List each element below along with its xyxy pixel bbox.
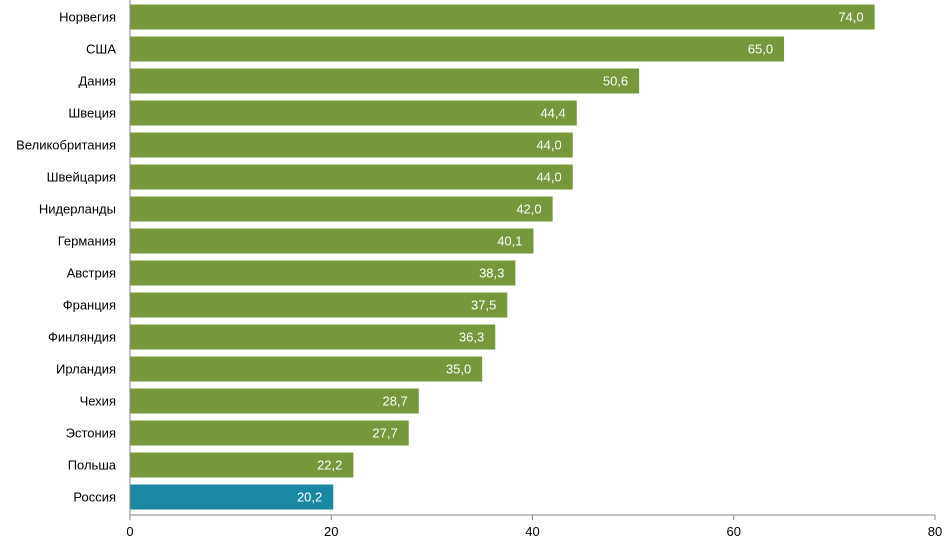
bar [130,196,553,222]
bar [130,484,334,510]
category-label: США [86,42,116,57]
data-label: 36,3 [459,330,484,345]
category-label: Финляндия [48,330,116,345]
data-label: 44,0 [536,170,561,185]
bar [130,100,577,126]
data-label: 74,0 [838,10,863,25]
x-tick-label: 40 [525,524,539,538]
bar [130,4,875,30]
x-tick-label: 80 [928,524,942,538]
bar [130,420,409,446]
category-label: Польша [68,458,117,473]
data-label: 37,5 [471,298,496,313]
category-label: Нидерланды [39,202,116,217]
x-tick-label: 60 [727,524,741,538]
data-label: 38,3 [479,266,504,281]
data-label: 50,6 [603,74,628,89]
category-label: Норвегия [59,10,116,25]
data-label: 28,7 [382,394,407,409]
category-label: Ирландия [56,362,116,377]
data-label: 40,1 [497,234,522,249]
data-label: 44,4 [540,106,565,121]
bar [130,36,785,62]
bar [130,388,419,414]
bar [130,324,496,350]
category-label: Чехия [80,394,116,409]
category-label: Дания [78,74,116,89]
bar [130,452,354,478]
bar [130,164,573,190]
category-label: Великобритания [16,138,116,153]
data-label: 20,2 [297,490,322,505]
category-label: Швейцария [47,170,116,185]
data-label: 65,0 [748,42,773,57]
bar [130,356,483,382]
category-label: Франция [63,298,116,313]
data-label: 27,7 [372,426,397,441]
bar [130,228,534,254]
x-tick-label: 0 [126,524,133,538]
data-label: 22,2 [317,458,342,473]
category-label: Германия [58,234,116,249]
bar [130,132,573,158]
x-tick-label: 20 [324,524,338,538]
bar [130,260,516,286]
category-label: Австрия [67,266,116,281]
data-label: 44,0 [536,138,561,153]
category-label: Швеция [68,106,116,121]
category-label: Эстония [66,426,116,441]
bar [130,68,640,94]
category-label: Россия [73,490,116,505]
bar [130,292,508,318]
data-label: 42,0 [516,202,541,217]
data-label: 35,0 [446,362,471,377]
